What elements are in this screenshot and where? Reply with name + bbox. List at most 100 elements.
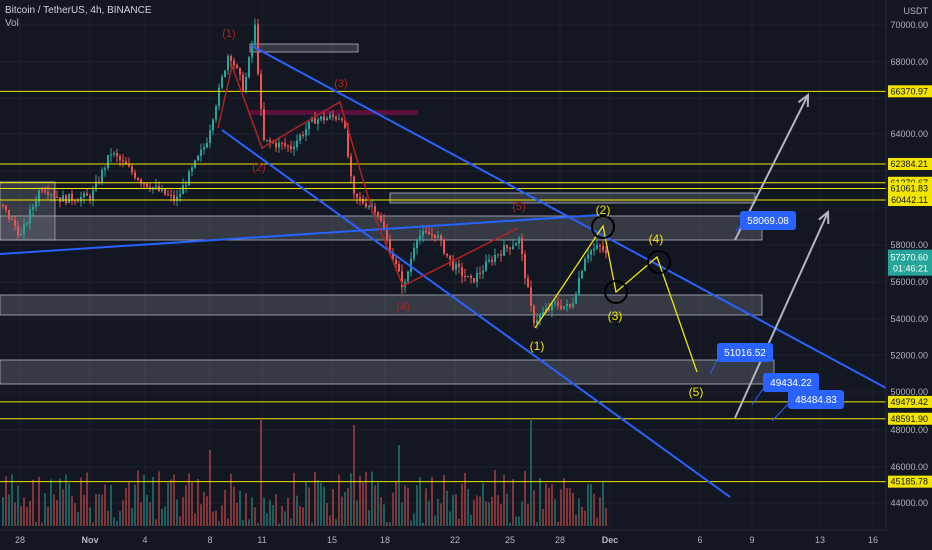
candle-body [80,197,82,202]
volume-bar [341,496,343,526]
volume-bar [62,489,64,526]
volume-bar [80,477,82,526]
volume-bar [482,483,484,526]
volume-bar [2,496,4,526]
price-tick-label-9: 46000.00 [890,462,928,472]
candle-body [320,116,322,120]
yellow-wave-label-1: (2) [596,203,611,217]
volume-bar [98,494,100,526]
candle-body [83,193,85,198]
level-price-tag-text-3: 61061.83 [890,184,928,194]
time-tick-label-5: 15 [327,535,337,545]
time-tick-label-1: Nov [81,535,98,545]
volume-bar [467,489,469,526]
volume-bar [197,479,199,526]
volume-bar [521,501,523,526]
yellow-wave-label-4: (5) [689,385,704,399]
candle-body [65,195,67,204]
volume-bar [236,503,238,526]
volume-bar [410,520,412,526]
candle-body [143,183,145,185]
volume-bar [431,476,433,526]
volume-bar [137,470,139,526]
candle-body [365,203,367,208]
candle-body [200,149,202,156]
candle-body [29,209,31,224]
level-price-tag-text-6: 48591.90 [890,414,928,424]
candle-body [584,258,586,271]
symbol-title[interactable]: Bitcoin / TetherUS, 4h, BINANCE [5,5,152,16]
volume-bar [464,472,466,526]
volume-bar [299,506,301,526]
candle-body [188,171,190,186]
red-wave-label-0: (1) [222,28,235,40]
volume-bar [380,497,382,526]
candle-body [53,194,55,197]
time-tick-label-0: 28 [15,535,25,545]
candle-body [428,232,430,235]
trendline-blue [0,214,601,255]
volume-bar [17,485,19,526]
candle-body [491,259,493,262]
volume-bar [53,494,55,526]
candle-body [212,119,214,131]
candle-body [605,250,607,254]
candle-body [275,142,277,148]
level-price-tag-1 [888,157,932,170]
volume-bar [596,517,598,526]
price-tick-label-1: 68000.00 [890,57,928,67]
candle-body [287,145,289,147]
candle-body [230,55,232,61]
candle-body [362,198,364,204]
volume-bar [446,490,448,526]
volume-bar [305,481,307,526]
candle-body [197,155,199,161]
volume-bar [443,474,445,526]
level-price-tag-4 [888,194,932,206]
candle-body [446,253,448,256]
candle-body [515,243,517,246]
candle-body [56,196,58,198]
time-tick-label-6: 18 [380,535,390,545]
volume-bar [590,484,592,526]
support-resistance-zone-3 [0,359,775,385]
candle-body [602,245,604,251]
callout-text-0: 58069.08 [747,216,789,227]
candle-body [113,152,115,155]
candle-body [347,127,349,157]
volume-bar [350,473,352,526]
candle-body [596,245,598,249]
candle-body [326,118,328,121]
volume-bar [50,479,52,526]
time-tick-label-4: 11 [257,535,266,545]
volume-bar [356,500,358,526]
candle-body [245,77,247,91]
candle-body [569,303,571,307]
level-price-tag-text-5: 49479.42 [890,397,928,407]
volume-bar [212,511,214,526]
candle-body [164,188,166,195]
price-tick-label-5: 54000.00 [890,314,928,324]
candle-body [593,248,595,251]
volume-bar [323,486,325,526]
volume-bar [518,516,520,526]
candle-body [95,181,97,191]
candle-body [296,140,298,148]
candle-body [425,231,427,233]
volume-bar [455,494,457,526]
volume-bar [44,493,46,526]
volume-bar [533,490,535,526]
volume-bar [11,474,13,526]
volume-bar [320,482,322,526]
volume-bar [335,519,337,526]
volume-bar [185,485,187,526]
candle-body [473,277,475,283]
volume-bar [149,502,151,526]
candle-body [2,204,4,206]
volume-bar [125,487,127,526]
volume-bar [473,499,475,526]
wave-circle-4 [647,250,671,274]
volume-bar [65,474,67,526]
